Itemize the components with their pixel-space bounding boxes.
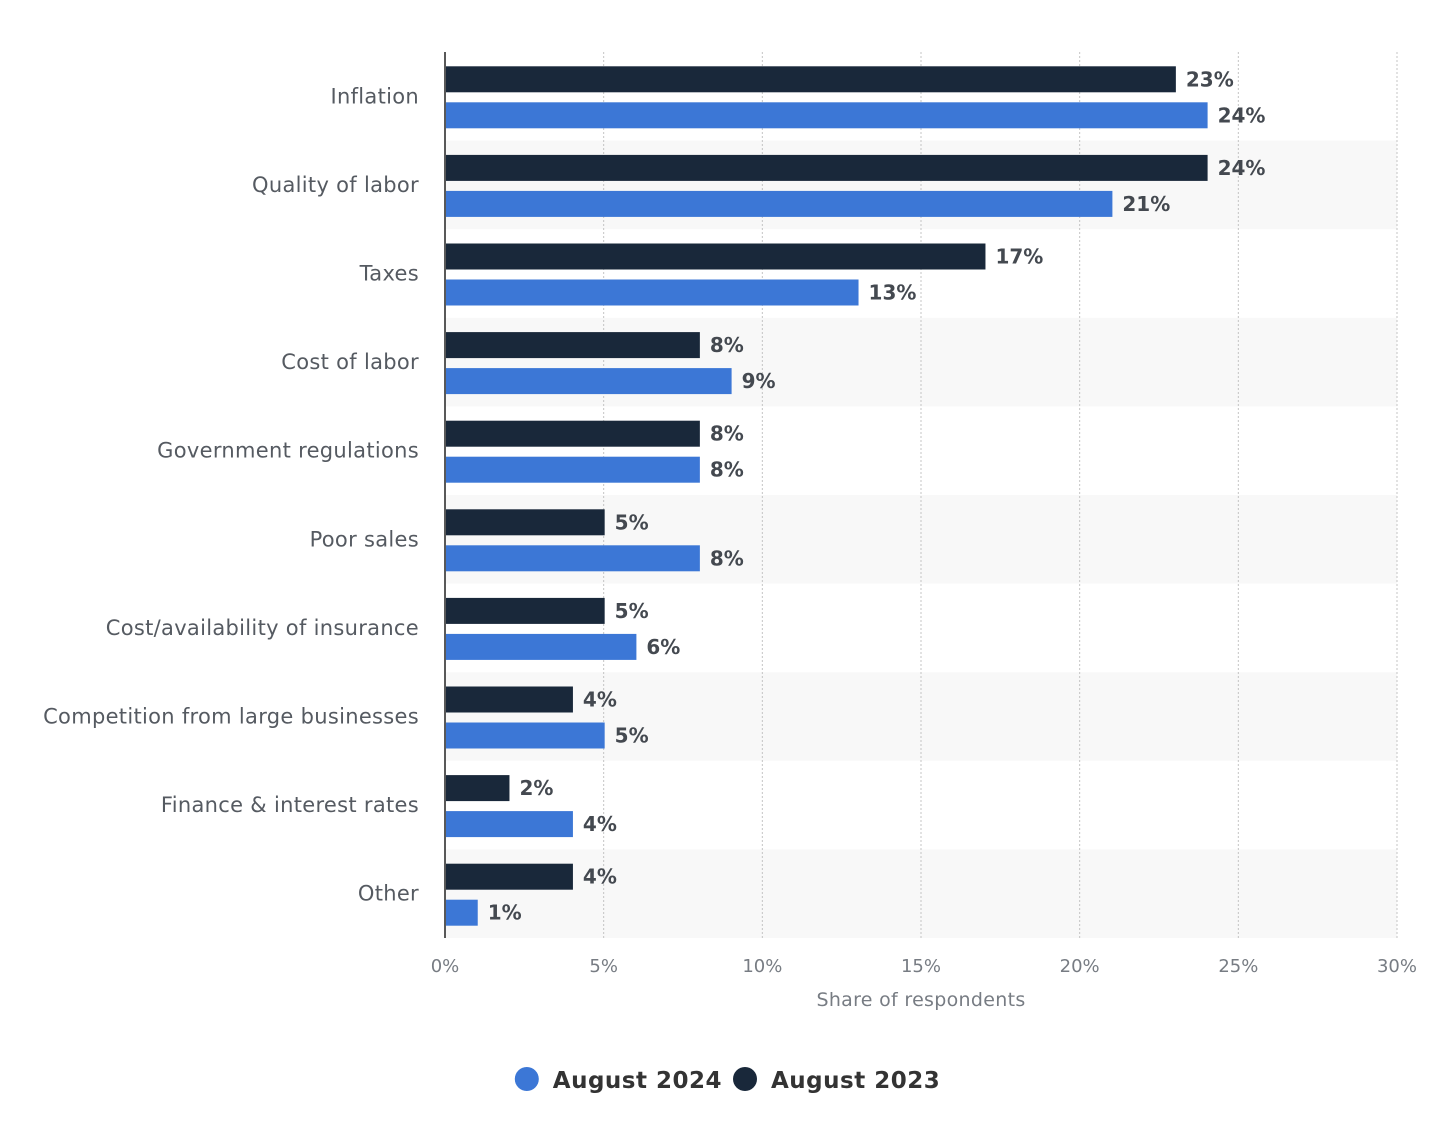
legend-item-august-2023[interactable]: August 2023 [733,1067,940,1094]
data-label: 5% [615,724,649,748]
category-label: Other [358,882,419,906]
x-tick-label: 25% [1218,956,1258,977]
bar-august-2023[interactable] [446,509,605,536]
legend-marker [514,1067,539,1091]
bar-august-2024[interactable] [446,545,700,572]
data-label: 9% [742,369,776,393]
category-label: Cost/availability of insurance [106,616,419,640]
bar-august-2023[interactable] [446,420,700,447]
data-label: 13% [869,281,917,305]
data-label: 24% [1218,156,1266,180]
legend-item-august-2024[interactable]: August 2024 [514,1067,722,1094]
bar-august-2023[interactable] [446,686,573,713]
bar-august-2024[interactable] [446,811,573,838]
data-label: 21% [1122,192,1170,216]
data-label: 17% [995,245,1043,269]
bar-august-2023[interactable] [446,597,605,624]
bar-august-2024[interactable] [446,899,478,926]
bar-august-2024[interactable] [446,279,859,306]
category-label: Cost of labor [281,350,419,374]
bar-august-2024[interactable] [446,102,1208,129]
category-label: Inflation [330,84,419,108]
data-label: 5% [615,599,649,623]
category-label: Competition from large businesses [43,705,419,729]
data-label: 4% [583,688,617,712]
x-tick-label: 5% [589,956,618,977]
bar-august-2023[interactable] [446,775,510,802]
bar-august-2024[interactable] [446,190,1113,217]
bar-august-2024[interactable] [446,633,637,660]
bar-august-2024[interactable] [446,722,605,749]
data-label: 23% [1186,67,1234,91]
data-label: 2% [519,776,553,800]
legend-marker [733,1067,757,1091]
category-label: Finance & interest rates [161,793,419,817]
data-label: 5% [615,510,649,534]
bar-august-2024[interactable] [446,456,700,483]
data-label: 4% [583,865,617,889]
legend-label: August 2024 [553,1068,722,1094]
category-label: Quality of labor [252,173,419,197]
x-axis-title: Share of respondents [816,989,1025,1011]
bar-august-2023[interactable] [446,66,1176,93]
data-label: 8% [710,546,744,570]
x-tick-label: 0% [431,956,460,977]
bar-august-2023[interactable] [446,332,700,359]
data-label: 8% [710,422,744,446]
data-label: 24% [1218,103,1266,127]
x-tick-label: 20% [1060,956,1100,977]
x-tick-label: 30% [1377,956,1417,977]
data-label: 8% [710,333,744,357]
x-tick-label: 10% [742,956,782,977]
data-label: 8% [710,458,744,482]
data-label: 1% [488,901,522,925]
category-label: Government regulations [157,439,419,463]
bar-august-2024[interactable] [446,368,732,395]
bar-august-2023[interactable] [446,243,986,270]
bar-august-2023[interactable] [446,154,1208,181]
bar-august-2023[interactable] [446,863,573,890]
x-tick-label: 15% [901,956,941,977]
data-label: 6% [646,635,680,659]
category-label: Taxes [359,262,419,286]
category-label: Poor sales [310,527,419,551]
legend-label: August 2023 [771,1068,940,1094]
data-label: 4% [583,812,617,836]
